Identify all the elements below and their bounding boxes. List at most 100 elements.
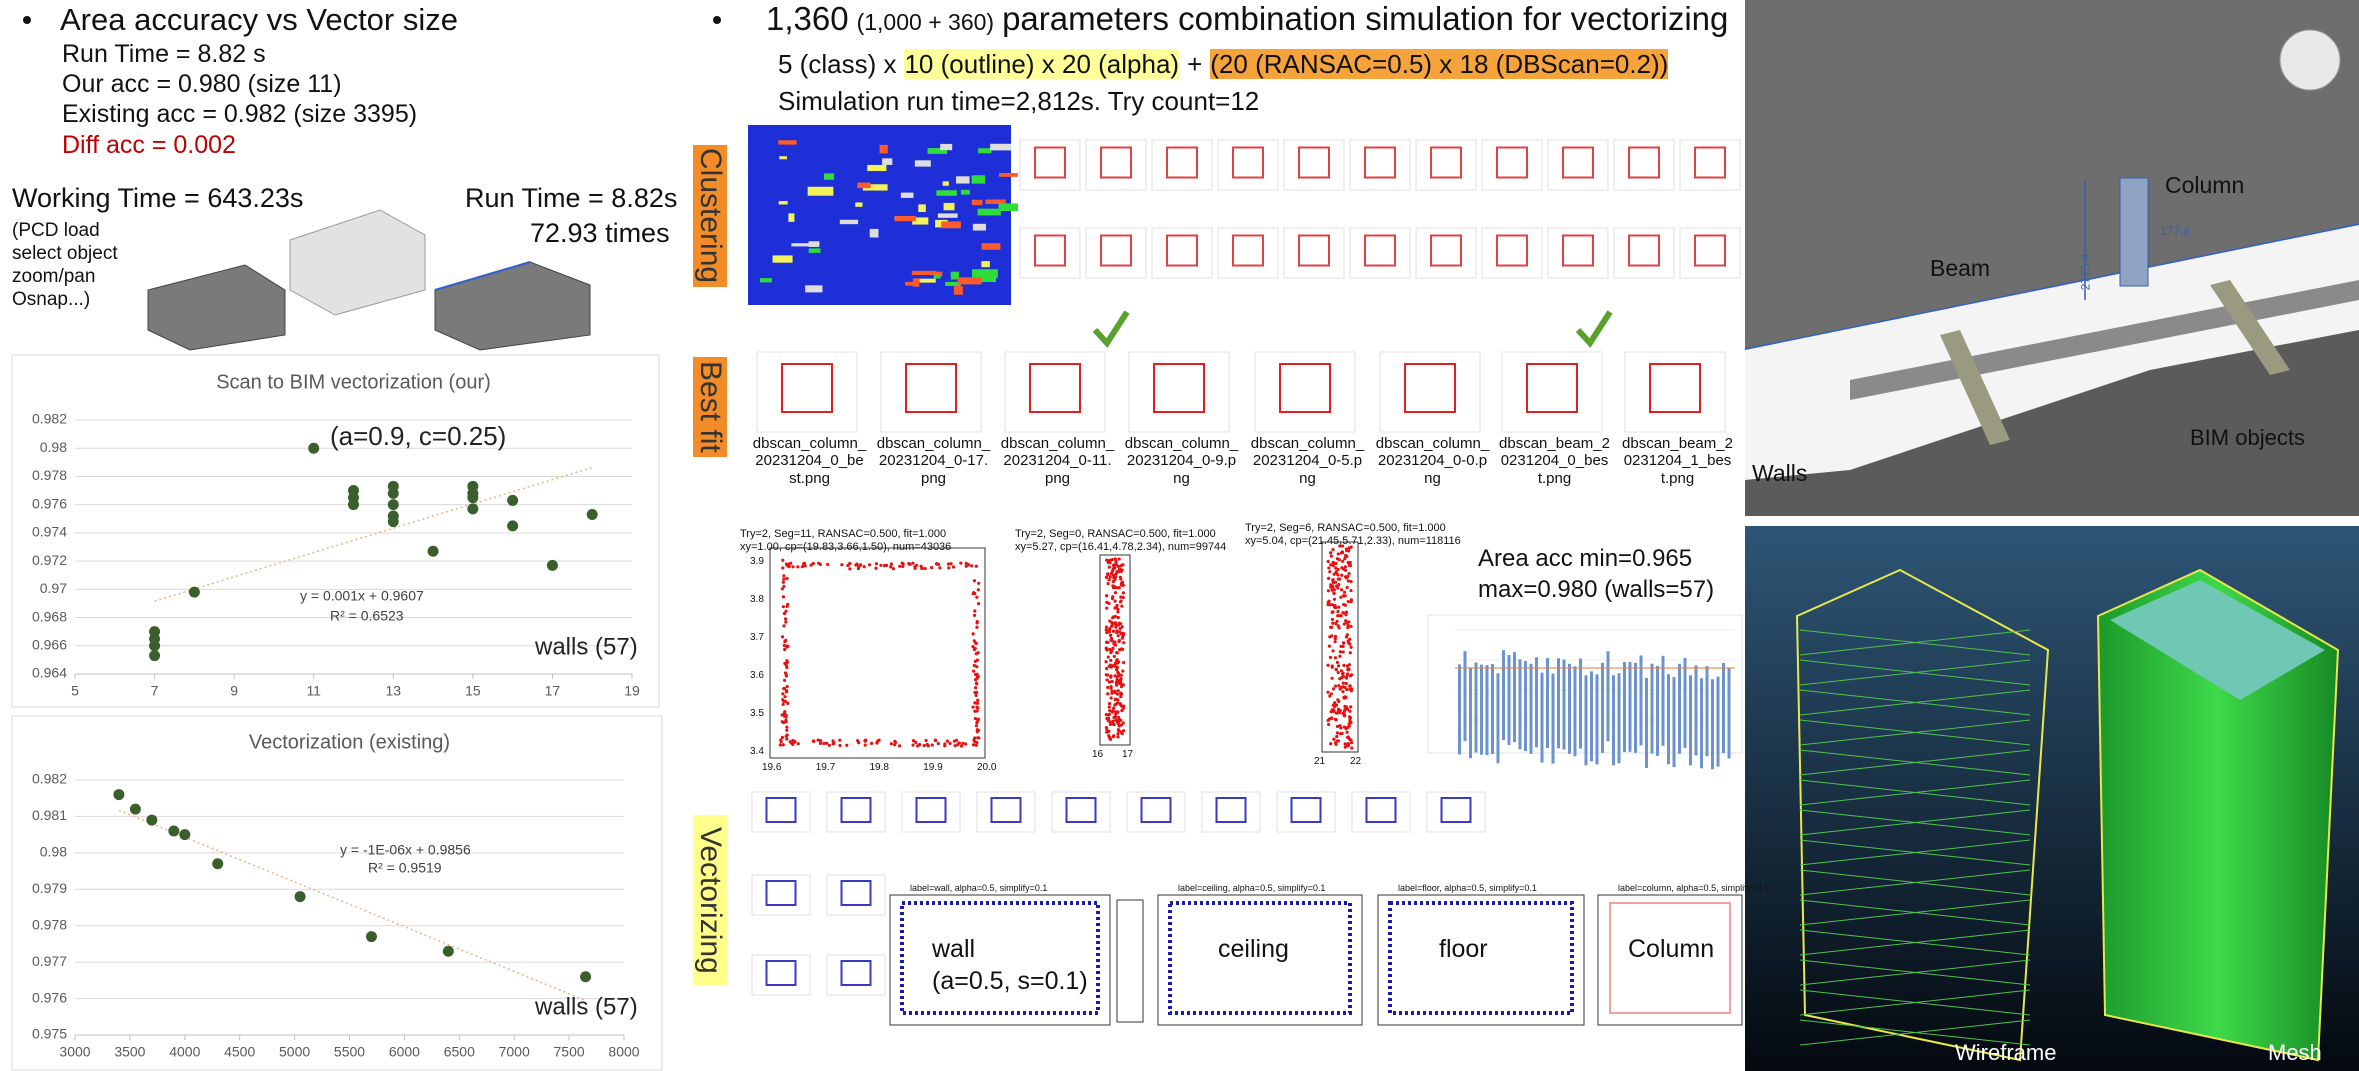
fit-point xyxy=(1349,705,1353,709)
point-cloud-speck xyxy=(956,176,970,184)
fit-point xyxy=(976,717,980,721)
fit-point xyxy=(1345,687,1349,692)
fit-point xyxy=(1114,665,1118,669)
fit-point xyxy=(1112,576,1116,580)
fit-point xyxy=(971,743,976,747)
fit-point xyxy=(973,609,977,613)
fit-point xyxy=(784,718,788,723)
fit-point xyxy=(1335,739,1339,743)
formula-part: + xyxy=(1187,49,1203,79)
fit-point xyxy=(913,565,917,569)
thumbnail-plot xyxy=(1649,363,1701,413)
fit-point xyxy=(971,645,975,649)
thumbnail-plot xyxy=(1526,363,1578,413)
fit-point xyxy=(1342,663,1346,667)
thumbnail-plot xyxy=(1290,797,1322,823)
fit-x-tick: 19.7 xyxy=(815,762,836,773)
fit-point xyxy=(785,725,789,729)
thumbnail xyxy=(1349,227,1411,279)
fit-point xyxy=(1330,665,1334,669)
fit-point xyxy=(779,740,783,744)
fit-point xyxy=(1115,668,1119,672)
fit-point xyxy=(964,742,968,746)
point xyxy=(442,945,454,957)
bar-chart-bar xyxy=(1667,674,1670,765)
fit-point xyxy=(780,713,784,717)
fit-point xyxy=(1331,578,1335,582)
fit-point xyxy=(1334,566,1338,570)
fit-point xyxy=(947,566,951,570)
point-cloud-speck xyxy=(927,148,948,154)
fit-point xyxy=(972,613,977,617)
bar-chart-bar xyxy=(1485,665,1489,756)
fit-point xyxy=(971,705,975,709)
fit-plot-title: Try=2, Seg=11, RANSAC=0.500, fit=1.000 xyxy=(740,528,947,540)
point-cloud-speck xyxy=(998,203,1019,212)
view-label: Wireframe xyxy=(1955,1040,2057,1065)
fit-point xyxy=(1107,701,1112,706)
fit-point xyxy=(1342,594,1346,598)
fit-point xyxy=(1117,672,1121,676)
point-cloud-speck xyxy=(779,156,787,160)
fit-point xyxy=(938,566,942,570)
checkmark xyxy=(1575,310,1613,348)
fit-point xyxy=(1106,559,1111,563)
point xyxy=(365,931,377,943)
fit-point xyxy=(1344,676,1349,680)
fit-point xyxy=(1104,575,1109,579)
fit-point xyxy=(1116,615,1120,620)
fit-point xyxy=(1116,634,1120,638)
fit-point xyxy=(1331,621,1335,625)
point-cloud-speck xyxy=(972,223,986,231)
best-fit-caption: dbscan_column_20231204_0_best.png xyxy=(752,435,867,487)
fit-x-tick: 16 xyxy=(1092,749,1104,760)
point xyxy=(168,825,180,837)
bar-chart-bar xyxy=(1606,651,1610,742)
fit-point xyxy=(1348,651,1352,655)
fit-point xyxy=(914,740,918,745)
fit-point xyxy=(972,639,976,643)
fit-point xyxy=(796,565,800,569)
fit-point xyxy=(1114,605,1119,609)
fit-point xyxy=(1348,718,1352,722)
fit-y-tick: 3.8 xyxy=(750,594,764,605)
fit-point xyxy=(782,577,786,581)
bar-chart-bar xyxy=(1601,662,1604,753)
point-cloud-speck xyxy=(912,217,929,225)
fit-point xyxy=(1334,580,1338,584)
thumbnail-plot xyxy=(1029,363,1081,413)
point-cloud-speck xyxy=(940,143,953,151)
fit-point xyxy=(1119,723,1123,727)
fit-point xyxy=(1108,722,1112,727)
fit-point xyxy=(951,565,956,569)
fit-point xyxy=(1342,696,1346,700)
fit-point xyxy=(1329,710,1333,714)
bar-chart-bar xyxy=(1683,657,1687,748)
fit-point xyxy=(1326,603,1330,607)
fit-x-tick: 19.8 xyxy=(869,762,889,773)
box-3d xyxy=(289,209,426,316)
wire xyxy=(1799,779,2031,806)
wire xyxy=(1799,629,2031,656)
thumbnail-plot xyxy=(1279,363,1331,413)
fit-point xyxy=(785,728,789,732)
fit-point xyxy=(791,565,795,569)
bar-chart-bar xyxy=(1694,665,1698,756)
fit-point xyxy=(1347,663,1352,667)
fit-point xyxy=(975,709,979,713)
fit-x-tick: 22 xyxy=(1350,756,1362,767)
fit-point xyxy=(1329,551,1333,555)
fit-point xyxy=(874,566,878,570)
wire xyxy=(1799,989,2031,1016)
thumbnail-plot xyxy=(1440,797,1472,823)
fit-point xyxy=(832,741,836,745)
fit-point xyxy=(891,567,896,571)
fit-point xyxy=(956,743,960,747)
fit-point xyxy=(1345,633,1349,637)
fit-point xyxy=(1336,552,1340,556)
fit-point xyxy=(1104,726,1108,730)
x-tick-label: 6000 xyxy=(389,1044,420,1060)
fit-point xyxy=(785,660,789,664)
note: Osnap...) xyxy=(12,289,91,310)
fit-point xyxy=(1327,644,1331,648)
